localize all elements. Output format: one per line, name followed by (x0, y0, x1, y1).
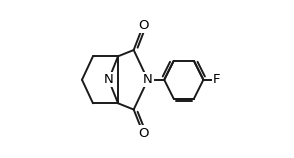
Text: O: O (138, 19, 148, 32)
Text: F: F (213, 73, 220, 86)
Text: N: N (104, 73, 113, 86)
Text: O: O (138, 127, 148, 140)
Text: N: N (143, 73, 153, 86)
